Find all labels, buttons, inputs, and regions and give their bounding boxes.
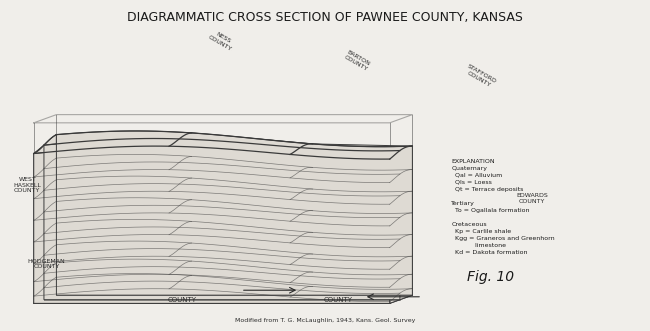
Polygon shape xyxy=(290,148,400,159)
Text: EXPLANATION
Quaternary
  Qal = Alluvium
  Qls = Loess
  Qt = Terrace deposits

T: EXPLANATION Quaternary Qal = Alluvium Ql… xyxy=(451,159,555,255)
Text: DIAGRAMMATIC CROSS SECTION OF PAWNEE COUNTY, KANSAS: DIAGRAMMATIC CROSS SECTION OF PAWNEE COU… xyxy=(127,11,523,24)
Text: Modified from T. G. McLaughlin, 1943, Kans. Geol. Survey: Modified from T. G. McLaughlin, 1943, Ka… xyxy=(235,318,415,323)
Text: STAFFORD
COUNTY: STAFFORD COUNTY xyxy=(463,64,497,90)
Text: NESS
COUNTY: NESS COUNTY xyxy=(207,29,235,52)
Polygon shape xyxy=(44,138,400,300)
Text: Fig. 10: Fig. 10 xyxy=(467,270,515,284)
Polygon shape xyxy=(390,146,412,303)
Text: COUNTY: COUNTY xyxy=(324,297,352,303)
Polygon shape xyxy=(34,139,179,154)
Text: BARTON
COUNTY: BARTON COUNTY xyxy=(343,49,372,72)
Text: HODGEMAN
COUNTY: HODGEMAN COUNTY xyxy=(28,259,66,269)
Polygon shape xyxy=(34,135,57,303)
Polygon shape xyxy=(169,139,300,155)
Polygon shape xyxy=(57,131,412,295)
Polygon shape xyxy=(300,144,412,151)
Polygon shape xyxy=(44,133,192,145)
Text: WEST
HASKELL
COUNTY: WEST HASKELL COUNTY xyxy=(14,177,41,194)
Polygon shape xyxy=(34,146,390,303)
Text: COUNTY: COUNTY xyxy=(168,297,197,303)
Text: EDWARDS
COUNTY: EDWARDS COUNTY xyxy=(516,193,548,204)
Polygon shape xyxy=(179,133,313,148)
Polygon shape xyxy=(290,144,313,303)
Polygon shape xyxy=(169,133,192,303)
